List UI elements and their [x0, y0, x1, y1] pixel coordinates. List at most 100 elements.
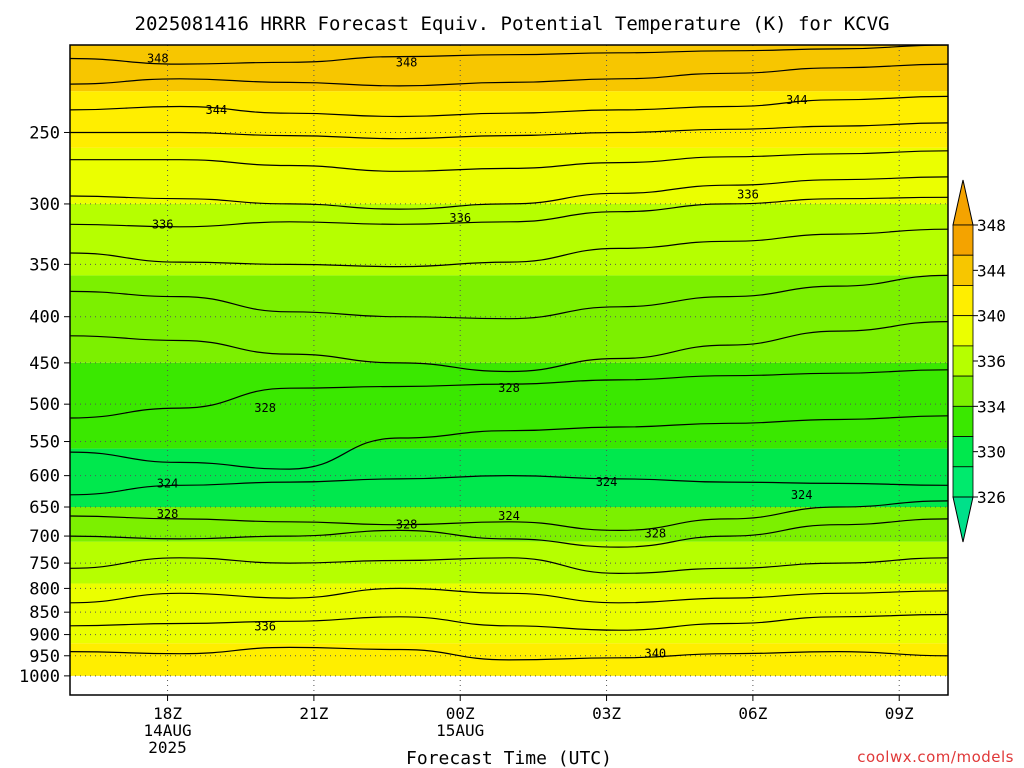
colorbar-lower-arrow: [952, 496, 974, 543]
contour-label: 344: [205, 103, 227, 117]
contour-line-9: [70, 321, 948, 373]
y-tick-label: 550: [29, 433, 60, 453]
fill-band-11: [70, 45, 948, 92]
y-tick-label: 450: [29, 354, 60, 374]
x-tick-label: 00Z: [446, 704, 475, 723]
y-tick-label: 800: [29, 579, 60, 599]
colorbar-label: 326: [977, 488, 1006, 507]
x-tick-label: 21Z: [299, 704, 328, 723]
y-tick-label: 750: [29, 554, 60, 574]
x-tick-label: 06Z: [738, 704, 767, 723]
colorbar-label: 348: [977, 216, 1006, 235]
contour-line-13: [70, 500, 948, 532]
fill-band-10: [70, 91, 948, 148]
contour-label: 348: [147, 51, 169, 65]
colorbar-label: 330: [977, 443, 1006, 462]
contour-line-17: [70, 613, 948, 631]
colorbar-band-1: [952, 254, 974, 286]
contour-line-3: [70, 122, 948, 140]
contour-line-0: [70, 45, 948, 65]
contour-label: 328: [498, 381, 520, 395]
contour-line-1: [70, 63, 948, 87]
y-tick-label: 850: [29, 603, 60, 623]
colorbar-label: 344: [977, 261, 1006, 280]
contour-labels: 348 348 344 344 336 336 336 328 328 324 324 324 324 3…: [147, 51, 813, 660]
colorbar-label: 340: [977, 307, 1006, 326]
colorbar-label: 336: [977, 352, 1006, 371]
contour-label: 336: [254, 620, 276, 634]
fill-band-3: [70, 541, 948, 584]
contour-line-15: [70, 557, 948, 575]
y-tick-label: 1000: [19, 667, 60, 687]
x-tick-label: 03Z: [592, 704, 621, 723]
contour-label: 336: [152, 217, 174, 231]
fill-band-2: [70, 583, 948, 644]
contour-lines: [70, 45, 948, 661]
contour-line-8: [70, 274, 948, 320]
contour-label: 328: [644, 526, 666, 540]
contour-label: 340: [644, 647, 666, 661]
y-axis: 250 300 350 400 450 500 550 600 650 700 750 800 850 9…: [19, 123, 70, 687]
filled-contour-layer: [70, 45, 948, 676]
contour-label: 336: [737, 188, 759, 202]
chart-title: 2025081416 HRRR Forecast Equiv. Potentia…: [135, 13, 890, 35]
y-tick-label: 650: [29, 498, 60, 518]
y-tick-label: 350: [29, 255, 60, 275]
colorbar-band-6: [952, 405, 974, 437]
colorbar-band-7: [952, 436, 974, 468]
colorbar: 348 344 340 336 334 330 326: [952, 179, 1006, 543]
contour-line-5: [70, 176, 948, 210]
y-tick-label: 300: [29, 195, 60, 215]
contour-line-18: [70, 646, 948, 661]
y-tick-label: 700: [29, 527, 60, 547]
grid-layer: [70, 45, 948, 695]
fill-band-9: [70, 147, 948, 204]
contour-label: 348: [396, 55, 418, 69]
contour-line-2: [70, 95, 948, 118]
contour-line-10: [70, 369, 948, 419]
contour-label: 324: [498, 509, 520, 523]
contour-label: 324: [157, 476, 179, 490]
colorbar-band-4: [952, 345, 974, 377]
contour-line-14: [70, 518, 948, 548]
colorbar-band-5: [952, 375, 974, 407]
fill-band-4: [70, 507, 948, 542]
colorbar-band-8: [952, 466, 974, 498]
contour-label: 336: [449, 211, 471, 225]
colorbar-band-3: [952, 315, 974, 347]
contour-line-4: [70, 150, 948, 172]
colorbar-upper-arrow: [952, 179, 974, 226]
x-tick-sublabel: 14AUG: [143, 721, 191, 740]
x-tick-sublabel: 2025: [148, 738, 187, 757]
y-tick-label: 900: [29, 626, 60, 646]
contour-label: 324: [791, 488, 813, 502]
y-tick-label: 600: [29, 467, 60, 487]
watermark: coolwx.com/models: [857, 748, 1014, 766]
contour-label: 344: [786, 93, 808, 107]
y-tick-label: 500: [29, 395, 60, 415]
contour-line-12: [70, 474, 948, 496]
contour-label: 328: [254, 401, 276, 415]
fill-band-5: [70, 448, 948, 508]
y-tick-label: 250: [29, 123, 60, 143]
x-tick-label: 09Z: [885, 704, 914, 723]
x-axis-title: Forecast Time (UTC): [406, 748, 612, 768]
plot-frame: [69, 44, 949, 696]
contour-label: 328: [396, 518, 418, 532]
contour-label: 328: [157, 507, 179, 521]
contour-line-6: [70, 196, 948, 228]
fill-band-6: [70, 362, 948, 449]
y-tick-label: 950: [29, 647, 60, 667]
colorbar-band-2: [952, 285, 974, 317]
colorbar-band-0: [952, 224, 974, 256]
contour-line-16: [70, 587, 948, 604]
y-tick-label: 400: [29, 308, 60, 328]
contour-line-7: [70, 228, 948, 268]
colorbar-label: 334: [977, 397, 1006, 416]
contour-label: 324: [596, 475, 618, 489]
contour-line-11: [70, 415, 948, 470]
fill-band-8: [70, 203, 948, 276]
x-tick-label: 18Z: [153, 704, 182, 723]
